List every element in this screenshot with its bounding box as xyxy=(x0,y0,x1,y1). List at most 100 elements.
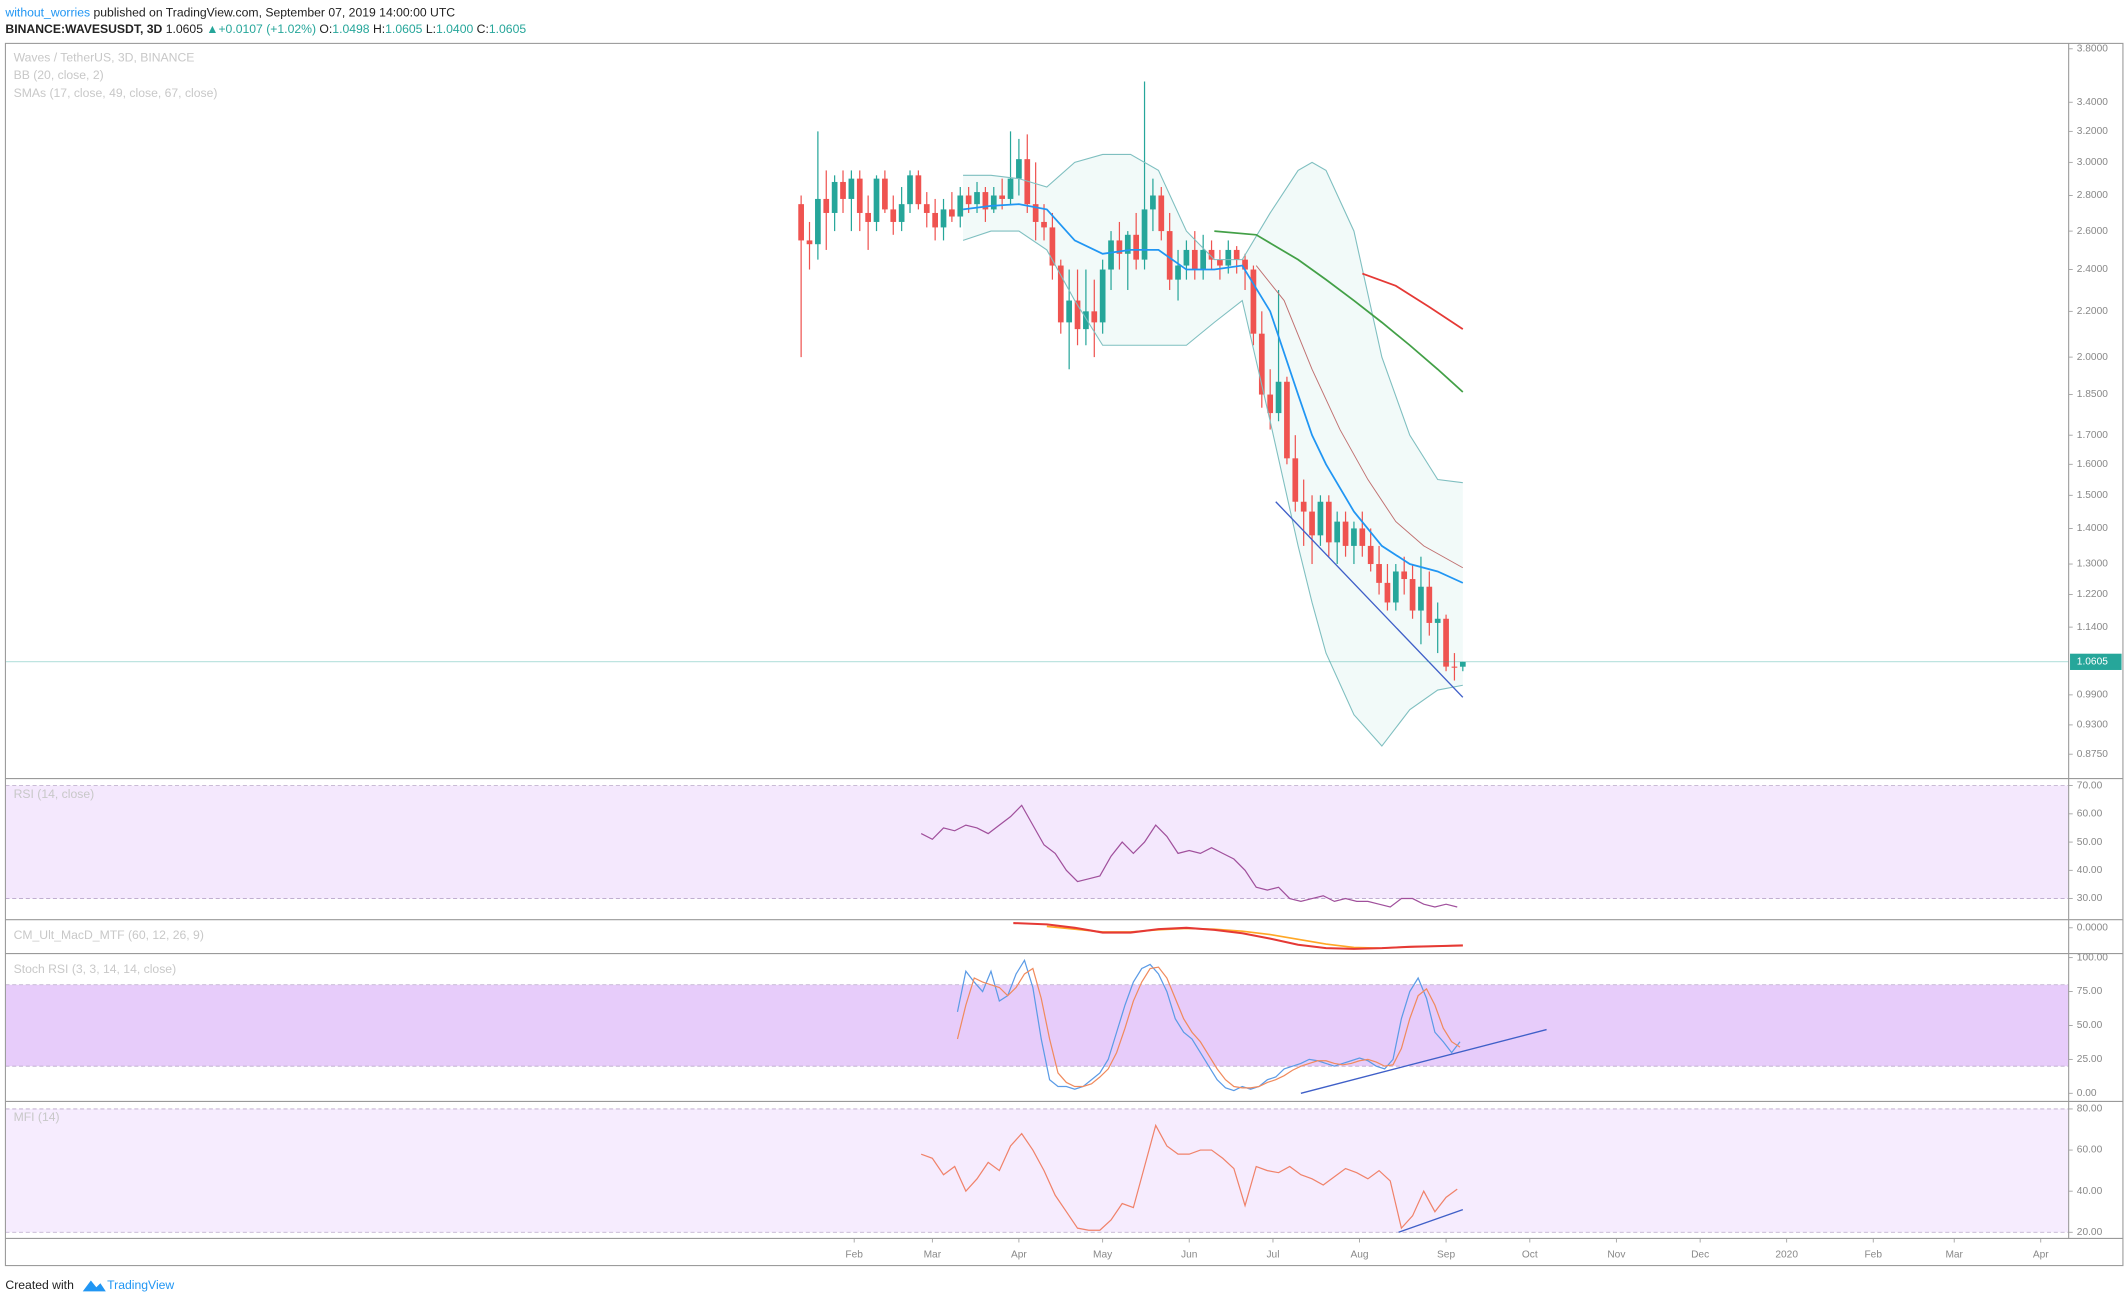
y-tick-label: 50.00 xyxy=(2077,1020,2103,1031)
x-tick-label: Feb xyxy=(845,1249,863,1260)
candle-body xyxy=(990,195,997,210)
candle-body xyxy=(1392,571,1399,603)
candle-body xyxy=(1434,618,1441,623)
arrow: ▲ xyxy=(206,22,218,36)
y-tick-label: 40.00 xyxy=(2077,865,2103,876)
author[interactable]: without_worries xyxy=(4,6,90,20)
pane-title: Stoch RSI (3, 3, 14, 14, close) xyxy=(14,962,177,976)
y-tick-label: 40.00 xyxy=(2077,1186,2103,1197)
y-tick-label: 70.00 xyxy=(2077,780,2103,791)
candle-body xyxy=(957,195,964,217)
x-tick-label: Aug xyxy=(1350,1249,1368,1260)
candle-body xyxy=(1041,221,1047,228)
candle-body xyxy=(1066,300,1073,323)
y-tick-label: 3.8000 xyxy=(2077,43,2108,54)
candle-body xyxy=(840,181,846,199)
last-price-box xyxy=(2070,653,2122,670)
y-tick-label: 2.0000 xyxy=(2077,352,2108,363)
x-tick-label: Apr xyxy=(2033,1249,2049,1260)
y-tick-label: 75.00 xyxy=(2077,986,2103,997)
pane: 20.00 40.00 60.00 80.00 MFI (14) xyxy=(5,1104,2103,1238)
indicator-line xyxy=(962,230,1463,747)
candle-body xyxy=(848,178,855,199)
indicator-line xyxy=(1214,230,1464,393)
candle-body xyxy=(1418,586,1424,611)
candle-body xyxy=(865,212,871,222)
tv-logo-icon[interactable] xyxy=(82,1280,106,1292)
y-tick-label: 1.6000 xyxy=(2077,459,2108,470)
y-tick-label: 3.0000 xyxy=(2077,157,2108,168)
y-tick-label: 0.8750 xyxy=(2077,749,2108,760)
x-tick-label: Oct xyxy=(1522,1249,1538,1260)
candle-body xyxy=(1426,586,1433,623)
candle-body xyxy=(1150,195,1156,210)
candle-body xyxy=(1284,381,1290,459)
y-tick-label: 2.2000 xyxy=(2077,306,2108,317)
candle-body xyxy=(890,209,897,222)
candle-body xyxy=(1459,661,1466,667)
x-tick-label: Dec xyxy=(1691,1249,1709,1260)
candle-body xyxy=(940,209,947,228)
candle-body xyxy=(1158,195,1165,232)
indicator-line xyxy=(963,153,1463,484)
candle-body xyxy=(1007,178,1014,199)
last-price-label: 1.0605 xyxy=(2077,657,2108,668)
y-tick-label: 0.9300 xyxy=(2077,720,2108,731)
y-tick-label: 1.4000 xyxy=(2077,523,2108,534)
candle-body xyxy=(974,192,980,205)
y-tick-label: 1.7000 xyxy=(2077,430,2108,441)
x-tick-label: Feb xyxy=(1864,1249,1882,1260)
header-line: without_worries published on TradingView… xyxy=(4,6,455,20)
pane-title: CM_Ult_MacD_MTF (60, 12, 26, 9) xyxy=(14,928,204,942)
candle-body xyxy=(1409,579,1416,611)
footer-text: Created with xyxy=(5,1278,73,1292)
indicator-line xyxy=(920,1123,1458,1231)
ohlc-key: L: xyxy=(426,22,436,36)
indicator-title: SMAs (17, close, 49, close, 67, close) xyxy=(14,86,218,100)
candle-body xyxy=(1334,521,1341,543)
candle-body xyxy=(815,198,821,245)
candle-body xyxy=(1451,666,1458,668)
footer-brand[interactable]: TradingView xyxy=(107,1278,174,1292)
candle-body xyxy=(1175,265,1181,280)
indicator-line xyxy=(956,958,1461,1092)
trendline xyxy=(1398,1209,1464,1233)
candle-body xyxy=(949,209,955,217)
candle-body xyxy=(1225,249,1232,266)
x-tick-label: Nov xyxy=(1607,1249,1626,1260)
pane-title: RSI (14, close) xyxy=(14,787,95,801)
ohlc-value: 1.0605 xyxy=(489,22,526,36)
candle-body xyxy=(1401,571,1408,580)
change: +0.0107 (+1.02%) xyxy=(218,22,316,36)
symbol: BINANCE:WAVESUSDT, 3D xyxy=(5,22,162,36)
candle-body xyxy=(1217,259,1223,266)
candle-body xyxy=(1376,564,1382,583)
candle-body xyxy=(1116,240,1123,254)
y-tick-label: 20.00 xyxy=(2077,1227,2103,1238)
y-tick-label: 0.9900 xyxy=(2077,690,2108,701)
candle-body xyxy=(982,192,989,210)
pane: 0.00 25.00 50.00 75.00 100.00 Stoch RSI (3, 3… xyxy=(5,952,2108,1099)
x-tick-label: Sep xyxy=(1437,1249,1455,1260)
candle-body xyxy=(1250,269,1257,334)
candle-body xyxy=(965,195,972,205)
candle-body xyxy=(1091,311,1098,323)
candle-body xyxy=(1057,265,1064,323)
frame-border xyxy=(4,42,2124,1267)
y-tick-label: 2.6000 xyxy=(2077,226,2108,237)
x-tick-label: Apr xyxy=(1011,1249,1027,1260)
candle-body xyxy=(1317,501,1324,536)
ohlc-key: C: xyxy=(477,22,489,36)
band xyxy=(5,1108,2069,1233)
tv-logo[interactable] xyxy=(82,1280,106,1292)
candle-body xyxy=(1309,511,1315,536)
y-tick-label: 80.00 xyxy=(2077,1104,2103,1115)
published: published on TradingView.com, September … xyxy=(93,6,455,20)
y-tick-label: 0.0000 xyxy=(2077,922,2108,933)
pane: 0.0000 CM_Ult_MacD_MTF (60, 12, 26, 9) xyxy=(14,922,2108,950)
candle-body xyxy=(1099,269,1106,323)
candle-body xyxy=(999,195,1005,199)
candle-body xyxy=(1258,333,1265,395)
candle-body xyxy=(1141,209,1148,260)
